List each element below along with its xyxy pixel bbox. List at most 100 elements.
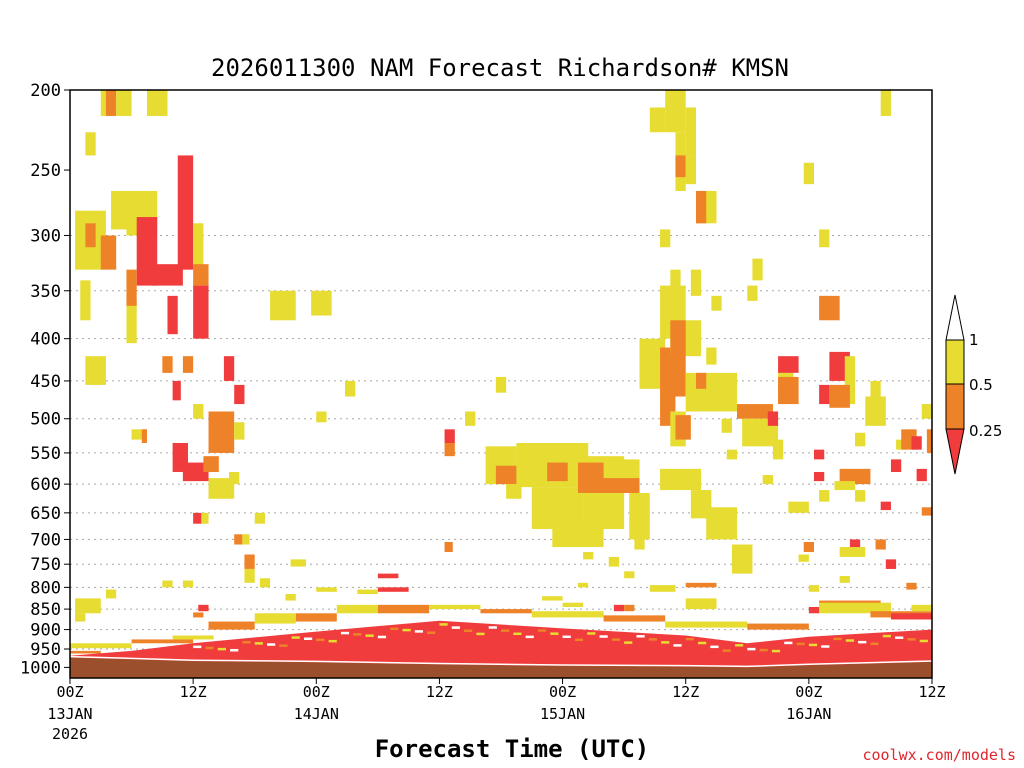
- band-streak: [402, 628, 411, 632]
- band-streak: [784, 641, 793, 645]
- band-streak: [808, 643, 818, 647]
- band-streak: [279, 644, 288, 647]
- ri-cell: [737, 404, 773, 419]
- band-streak: [771, 649, 781, 653]
- ri-cell: [290, 559, 307, 567]
- ri-cell: [921, 404, 932, 419]
- band-streak: [759, 648, 768, 652]
- ri-cell: [634, 539, 645, 550]
- ri-cell: [193, 264, 209, 286]
- ri-cell: [316, 411, 327, 423]
- ri-cell: [660, 229, 671, 248]
- plot-frame: [69, 89, 933, 679]
- ri-cell: [926, 429, 932, 453]
- y-tick-label: 450: [30, 372, 61, 392]
- ri-cell: [152, 264, 183, 286]
- ri-cell: [839, 547, 866, 557]
- ri-cell: [890, 459, 902, 472]
- x-tick-label: 00Z: [56, 683, 83, 701]
- x-tick-label: 12Z: [918, 683, 945, 701]
- ri-cell: [70, 643, 132, 649]
- band-streak: [624, 641, 633, 644]
- ri-cell: [234, 422, 245, 440]
- ri-cell: [75, 613, 86, 622]
- ri-cell: [819, 384, 830, 405]
- ri-cell: [480, 609, 532, 614]
- legend-label: 0.25: [969, 422, 1002, 440]
- ri-cell: [295, 613, 337, 622]
- band-streak: [414, 630, 424, 633]
- ri-cell: [172, 635, 214, 640]
- ri-cell: [685, 155, 696, 185]
- ri-cell: [608, 556, 620, 567]
- ri-cell: [670, 269, 681, 296]
- band-streak: [267, 643, 276, 646]
- band-streak: [636, 635, 645, 638]
- ri-cell: [706, 507, 738, 540]
- band-streak: [464, 629, 473, 633]
- ri-cell: [80, 280, 91, 321]
- y-tick-label: 600: [30, 475, 61, 495]
- ri-cell: [506, 484, 522, 499]
- band-streak: [513, 632, 522, 636]
- ri-cell: [752, 258, 763, 281]
- ri-cell: [208, 478, 235, 499]
- band-streak: [427, 631, 436, 634]
- ri-cell: [136, 217, 158, 286]
- x-year-label: 2026: [52, 725, 88, 743]
- ri-cell: [747, 623, 809, 630]
- x-date-label: 13JAN: [47, 705, 92, 723]
- ri-cell: [767, 411, 779, 426]
- ri-cell: [921, 507, 932, 516]
- band-streak: [242, 640, 251, 644]
- x-tick-label: 12Z: [426, 683, 453, 701]
- legend-box-025-05: [945, 383, 965, 430]
- ri-cell: [911, 604, 932, 612]
- ri-cell: [726, 449, 738, 460]
- ri-cell: [198, 604, 209, 612]
- ri-cell: [208, 621, 255, 630]
- ri-cell: [690, 269, 702, 296]
- band-streak: [747, 647, 756, 651]
- ri-cell: [85, 223, 96, 248]
- ri-cell: [772, 439, 784, 460]
- ri-cell: [182, 580, 194, 588]
- ri-cell: [778, 376, 799, 405]
- y-tick-label: 350: [30, 282, 61, 302]
- ri-cell: [377, 573, 399, 579]
- band-streak: [328, 639, 337, 643]
- ri-cell: [690, 490, 712, 519]
- ri-cell: [495, 465, 522, 485]
- y-tick-label: 1000: [20, 658, 61, 678]
- band-streak: [587, 632, 596, 635]
- ri-cell: [813, 471, 825, 482]
- y-tick-label: 900: [30, 621, 61, 641]
- ri-cell: [242, 534, 250, 545]
- ri-cell: [706, 347, 717, 365]
- ri-cell: [131, 429, 147, 440]
- band-streak: [205, 646, 214, 650]
- ri-cell: [377, 604, 430, 614]
- ri-cell: [808, 606, 820, 614]
- band-streak: [217, 647, 226, 651]
- x-date-label: 14JAN: [294, 705, 339, 723]
- band-streak: [685, 637, 694, 641]
- ri-cell: [855, 432, 866, 447]
- ri-cell: [531, 487, 584, 530]
- ri-cell: [844, 356, 856, 405]
- ri-cell: [603, 615, 666, 622]
- ri-cell: [675, 415, 691, 440]
- ri-cell: [105, 90, 117, 116]
- ri-cell: [911, 436, 922, 450]
- y-tick-label: 700: [30, 530, 61, 550]
- band-streak: [710, 645, 719, 649]
- ri-cell: [531, 611, 604, 618]
- ri-cell: [141, 429, 147, 443]
- ri-cell: [890, 613, 932, 620]
- y-tick-label: 200: [30, 81, 61, 101]
- ri-cell: [552, 523, 604, 548]
- band-streak: [698, 641, 707, 645]
- ri-cell: [547, 462, 568, 482]
- ri-cell: [146, 90, 168, 116]
